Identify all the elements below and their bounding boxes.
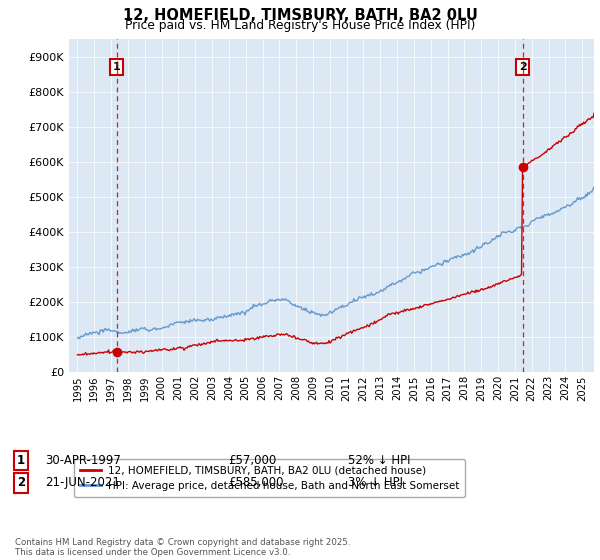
Text: Contains HM Land Registry data © Crown copyright and database right 2025.
This d: Contains HM Land Registry data © Crown c… [15,538,350,557]
Text: 12, HOMEFIELD, TIMSBURY, BATH, BA2 0LU: 12, HOMEFIELD, TIMSBURY, BATH, BA2 0LU [122,8,478,24]
Text: 2: 2 [519,62,527,72]
Text: 3% ↓ HPI: 3% ↓ HPI [348,476,403,489]
Text: 1: 1 [17,454,25,467]
Text: £57,000: £57,000 [228,454,276,467]
Legend: 12, HOMEFIELD, TIMSBURY, BATH, BA2 0LU (detached house), HPI: Average price, det: 12, HOMEFIELD, TIMSBURY, BATH, BA2 0LU (… [74,459,465,497]
Text: 2: 2 [17,476,25,489]
Text: 52% ↓ HPI: 52% ↓ HPI [348,454,410,467]
Text: Price paid vs. HM Land Registry's House Price Index (HPI): Price paid vs. HM Land Registry's House … [125,19,475,32]
Text: 1: 1 [113,62,121,72]
Text: 21-JUN-2021: 21-JUN-2021 [45,476,120,489]
Text: £585,000: £585,000 [228,476,284,489]
Text: 30-APR-1997: 30-APR-1997 [45,454,121,467]
